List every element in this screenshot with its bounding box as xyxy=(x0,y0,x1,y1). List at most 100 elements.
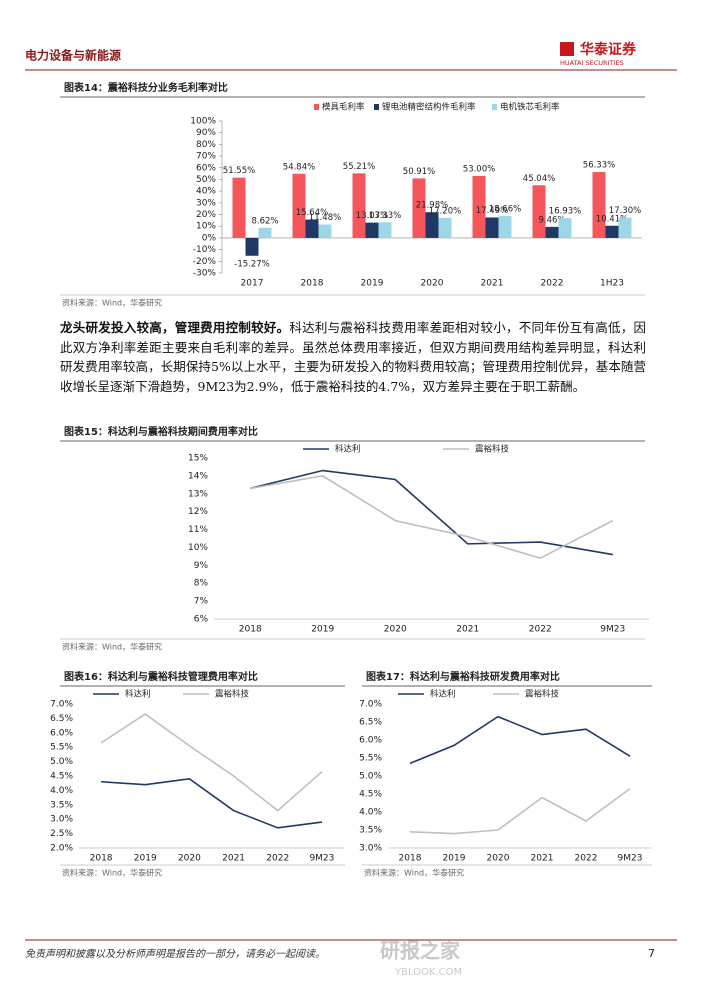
y-tick-label: -10% xyxy=(193,245,217,255)
x-tick-label: 2018 xyxy=(90,854,113,864)
logo-icon xyxy=(560,42,574,56)
legend-label: 震裕科技 xyxy=(215,689,250,700)
x-tick-label: 2021 xyxy=(222,854,245,864)
y-tick-label: 7.0% xyxy=(50,700,73,710)
bar xyxy=(305,219,319,238)
x-tick-label: 2019 xyxy=(311,625,334,635)
x-tick-label: 2021 xyxy=(531,854,554,864)
bar xyxy=(245,237,259,256)
value-label: 50.91% xyxy=(403,167,435,177)
y-tick-label: 15% xyxy=(188,454,208,464)
bar xyxy=(258,227,272,238)
legend-label: 震裕科技 xyxy=(475,444,510,455)
y-tick-label: 80% xyxy=(196,140,216,150)
legend-label: 电机铁芯毛利率 xyxy=(500,102,560,113)
y-tick-label: 7.0% xyxy=(359,700,382,710)
y-tick-label: 3.0% xyxy=(359,844,382,854)
y-tick-label: -20% xyxy=(193,257,217,267)
bar xyxy=(378,222,392,238)
chart-source: 资料来源：Wind，华泰研究 xyxy=(62,868,162,878)
y-tick-label: 50% xyxy=(196,175,216,185)
bar xyxy=(365,222,379,238)
y-tick-label: 3.0% xyxy=(50,815,73,825)
legend-swatch xyxy=(314,104,319,110)
legend-label: 科达利 xyxy=(125,689,151,700)
value-label: 21.98% xyxy=(416,201,448,211)
value-label: 56.33% xyxy=(583,161,615,171)
bar xyxy=(352,173,366,238)
value-label: 11.48% xyxy=(309,213,341,223)
x-tick-label: 2018 xyxy=(301,279,324,289)
x-tick-label: 2020 xyxy=(421,279,444,289)
x-tick-label: 9M23 xyxy=(618,854,643,864)
value-label: 51.55% xyxy=(223,166,255,176)
paragraph: 龙头研发投入较高，管理费用控制较好。科达利与震裕科技费用率差距相对较小，不同年份… xyxy=(60,318,646,396)
legend-label: 模具毛利率 xyxy=(322,102,365,113)
chart-source: 资料来源：Wind，华泰研究 xyxy=(62,642,162,652)
value-label: 8.62% xyxy=(251,216,278,226)
y-tick-label: 5.0% xyxy=(50,757,73,767)
bar xyxy=(605,225,619,238)
value-label: 16.93% xyxy=(549,207,581,217)
bar xyxy=(425,212,439,238)
value-label: 53.00% xyxy=(463,164,495,174)
x-tick-label: 2022 xyxy=(266,854,289,864)
x-tick-label: 2022 xyxy=(575,854,598,864)
bar xyxy=(498,216,512,238)
bar xyxy=(592,172,606,238)
x-tick-label: 2022 xyxy=(529,625,552,635)
y-tick-label: 20% xyxy=(196,210,216,220)
value-label: 13.33% xyxy=(369,211,401,221)
watermark-cn: 研报之家 xyxy=(380,939,461,963)
value-label: 54.84% xyxy=(283,162,315,172)
disclaimer: 免责声明和披露以及分析师声明是报告的一部分，请务必一起阅读。 xyxy=(25,948,325,960)
bar xyxy=(292,173,306,238)
series-line xyxy=(100,713,323,812)
bar xyxy=(232,177,246,238)
value-label: 13.07% xyxy=(356,211,388,221)
y-tick-label: 100% xyxy=(190,117,216,127)
x-tick-label: 1H23 xyxy=(600,279,624,289)
y-tick-label: 6.0% xyxy=(359,736,382,746)
x-tick-label: 2021 xyxy=(456,625,479,635)
bar xyxy=(318,224,332,238)
y-tick-label: 2.0% xyxy=(50,844,73,854)
watermark-en: YBLOOK.COM xyxy=(394,967,462,978)
value-label: -15.27% xyxy=(234,259,269,269)
value-label: 17.20% xyxy=(429,206,461,216)
x-tick-label: 2019 xyxy=(443,854,466,864)
bar xyxy=(558,218,572,238)
bar xyxy=(472,175,486,238)
x-tick-label: 2020 xyxy=(178,854,201,864)
paragraph-body: 科达利与震裕科技费用率差距相对较小，不同年份互有高低，因此双方净利率差距主要来自… xyxy=(60,320,646,394)
bar xyxy=(412,178,426,238)
y-tick-label: 8% xyxy=(194,579,209,589)
bar xyxy=(438,217,452,238)
y-tick-label: 6.5% xyxy=(50,714,73,724)
x-tick-label: 2018 xyxy=(399,854,422,864)
y-tick-label: 10% xyxy=(196,222,216,232)
y-tick-label: 60% xyxy=(196,163,216,173)
x-tick-label: 2017 xyxy=(241,279,264,289)
legend-label: 震裕科技 xyxy=(525,689,560,700)
bar xyxy=(545,226,559,238)
chart-title: 图表14：震裕科技分业务毛利率对比 xyxy=(64,81,228,94)
y-tick-label: 13% xyxy=(188,489,208,499)
logo-cn: 华泰证券 xyxy=(580,41,637,58)
x-tick-label: 2022 xyxy=(541,279,564,289)
value-label: 17.30% xyxy=(609,206,641,216)
x-tick-label: 2021 xyxy=(481,279,504,289)
y-tick-label: 90% xyxy=(196,128,216,138)
value-label: 15.64% xyxy=(296,208,328,218)
y-tick-label: 40% xyxy=(196,187,216,197)
y-tick-label: 10% xyxy=(188,543,208,553)
page-number: 7 xyxy=(648,947,655,960)
y-tick-label: 6.0% xyxy=(50,728,73,738)
y-tick-label: 5.5% xyxy=(50,743,73,753)
series-line xyxy=(409,787,631,835)
x-tick-label: 2020 xyxy=(384,625,407,635)
value-label: 55.21% xyxy=(343,162,375,172)
value-label: 10.41% xyxy=(596,214,628,224)
y-tick-label: 6.5% xyxy=(359,718,382,728)
